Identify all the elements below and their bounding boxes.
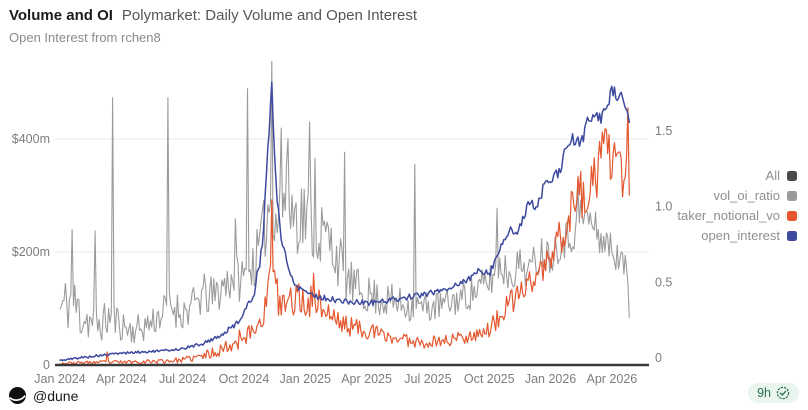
x-tick-label: Jan 2024 bbox=[34, 372, 85, 386]
x-tick-label: Jan 2025 bbox=[280, 372, 331, 386]
chart-title: Polymarket: Daily Volume and Open Intere… bbox=[121, 7, 418, 24]
y-left-tick-label: $400m bbox=[12, 132, 50, 146]
legend: All vol_oi_ratio taker_notional_vo open_int… bbox=[677, 169, 797, 242]
series-line-vol_oi_ratio bbox=[59, 60, 630, 344]
y-left-tick-label: 0 bbox=[43, 358, 50, 372]
legend-item-vol_oi_ratio[interactable]: vol_oi_ratio bbox=[713, 188, 797, 203]
dune-logo-icon bbox=[9, 387, 26, 404]
series-line-taker_notional_vol bbox=[59, 107, 630, 365]
legend-label: taker_notional_vo bbox=[677, 208, 780, 223]
legend-label: open_interest bbox=[701, 228, 780, 243]
x-tick-label: Apr 2024 bbox=[96, 372, 147, 386]
legend-label: vol_oi_ratio bbox=[713, 188, 781, 203]
chart-header: Volume and OI Polymarket: Daily Volume an… bbox=[9, 7, 417, 45]
x-tick-label: Jul 2024 bbox=[159, 372, 206, 386]
legend-swatch bbox=[787, 230, 797, 241]
legend-item-All[interactable]: All bbox=[766, 169, 797, 182]
attribution-link[interactable]: @dune bbox=[9, 387, 78, 404]
series-line-open_interest bbox=[59, 81, 631, 362]
y-right-tick-label: 0 bbox=[655, 351, 662, 365]
x-tick-label: Jul 2025 bbox=[404, 372, 451, 386]
x-tick-label: Jan 2026 bbox=[525, 372, 576, 386]
legend-swatch bbox=[787, 170, 797, 181]
y-left-tick-label: $200m bbox=[12, 245, 50, 259]
legend-item-open_interest[interactable]: open_interest bbox=[701, 229, 797, 242]
legend-item-taker_notional_vo[interactable]: taker_notional_vo bbox=[677, 209, 797, 222]
verified-check-icon bbox=[776, 386, 790, 400]
y-right-tick-label: 0.5 bbox=[655, 275, 672, 289]
legend-swatch bbox=[787, 210, 797, 221]
age-badge[interactable]: 9h bbox=[748, 383, 799, 403]
y-right-tick-label: 1.0 bbox=[655, 200, 672, 214]
legend-swatch bbox=[787, 190, 797, 201]
y-right-tick-label: 1.5 bbox=[655, 124, 672, 138]
x-tick-label: Oct 2025 bbox=[464, 372, 515, 386]
x-tick-label: Apr 2025 bbox=[341, 372, 392, 386]
chart-subtitle: Open Interest from rchen8 bbox=[9, 30, 161, 45]
legend-label: All bbox=[765, 168, 780, 183]
title-row: Volume and OI Polymarket: Daily Volume an… bbox=[9, 7, 417, 25]
dune-handle: @dune bbox=[33, 387, 79, 404]
x-tick-label: Apr 2026 bbox=[587, 372, 638, 386]
x-tick-label: Oct 2024 bbox=[219, 372, 270, 386]
widget-title: Volume and OI bbox=[9, 7, 113, 24]
age-badge-text: 9h bbox=[757, 386, 771, 400]
